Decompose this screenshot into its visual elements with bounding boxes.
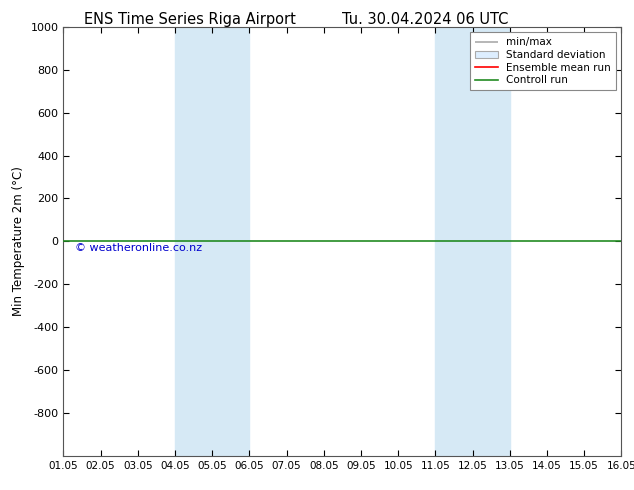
Text: Tu. 30.04.2024 06 UTC: Tu. 30.04.2024 06 UTC xyxy=(342,12,508,27)
Text: ENS Time Series Riga Airport: ENS Time Series Riga Airport xyxy=(84,12,296,27)
Text: © weatheronline.co.nz: © weatheronline.co.nz xyxy=(75,244,202,253)
Legend: min/max, Standard deviation, Ensemble mean run, Controll run: min/max, Standard deviation, Ensemble me… xyxy=(470,32,616,90)
Bar xyxy=(436,27,510,456)
Y-axis label: Min Temperature 2m (°C): Min Temperature 2m (°C) xyxy=(12,167,25,316)
Bar xyxy=(175,27,249,456)
